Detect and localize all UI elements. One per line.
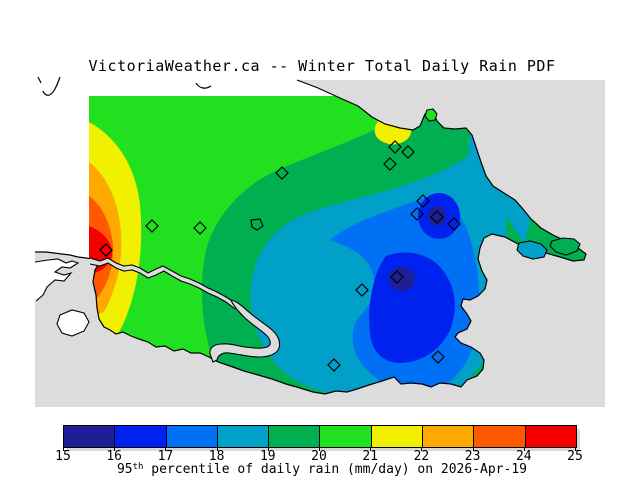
inlet-channel — [90, 258, 235, 309]
tick-label-20: 20 — [311, 449, 327, 464]
island-east-green — [549, 237, 581, 256]
station-marker[interactable] — [416, 194, 430, 208]
station-marker[interactable] — [401, 145, 415, 159]
coastline — [35, 79, 587, 395]
tick-label-18: 18 — [208, 449, 225, 464]
coast-fragment-squiggle — [195, 82, 212, 89]
tick-mark — [523, 447, 525, 451]
station-marker[interactable] — [99, 243, 113, 257]
colorbar-segment-17-18 — [166, 426, 218, 447]
coast-fragment-tick — [37, 76, 42, 84]
station-marker[interactable] — [390, 270, 404, 284]
colorbar-caption: 95th percentile of daily rain (mm/day) o… — [0, 461, 640, 476]
tick-mark — [421, 447, 423, 451]
colorbar-segment-20-21 — [320, 426, 372, 447]
tick-label-21: 21 — [362, 449, 379, 464]
colorbar-segment-21-22 — [371, 426, 424, 447]
tick-label-22: 22 — [413, 449, 430, 464]
caption-value: 95 — [116, 462, 133, 477]
inlet-channel-south-shore — [89, 262, 236, 310]
station-markers — [99, 140, 461, 372]
caption-superscript: th — [132, 462, 144, 472]
tick-mark — [165, 447, 167, 451]
station-marker[interactable] — [327, 358, 341, 372]
inlet-channel-north-shore — [89, 257, 235, 303]
colorbar — [63, 425, 577, 448]
station-marker[interactable] — [410, 207, 424, 221]
page-title: VictoriaWeather.ca -- Winter Total Daily… — [88, 57, 556, 75]
tick-label-15: 15 — [55, 449, 71, 464]
tick-mark — [267, 447, 269, 451]
tick-label-24: 24 — [515, 449, 532, 464]
sea — [35, 80, 605, 407]
colorbar-segment-16-17 — [115, 426, 167, 447]
harbour — [209, 299, 281, 363]
colorbar-segment-15-16 — [64, 426, 116, 447]
station-marker[interactable] — [355, 283, 369, 297]
tick-mark — [114, 447, 116, 451]
colorbar-segment-24-25 — [525, 426, 576, 447]
station-marker[interactable] — [145, 219, 159, 233]
tick-label-25: 25 — [567, 449, 583, 464]
tick-label-16: 16 — [106, 449, 123, 464]
tick-label-17: 17 — [157, 449, 174, 464]
colorbar-segment-23-24 — [474, 426, 526, 447]
tick-mark — [370, 447, 372, 451]
colorbar-segment-22-23 — [423, 426, 475, 447]
station-marker[interactable] — [388, 140, 402, 154]
tick-mark — [575, 447, 576, 451]
outer-land-peninsula-shore — [34, 258, 80, 302]
island-north-small — [424, 108, 438, 122]
coast-fragment-arc — [42, 76, 61, 96]
lake — [56, 309, 90, 337]
station-marker[interactable] — [430, 210, 444, 224]
station-marker[interactable] — [250, 218, 264, 231]
colorbar-segment-18-19 — [217, 426, 270, 447]
band-15-16-north-core — [428, 206, 446, 226]
tick-mark — [216, 447, 218, 451]
island-east-teal — [516, 240, 548, 260]
station-marker[interactable] — [275, 166, 289, 180]
tick-label-23: 23 — [464, 449, 481, 464]
station-marker[interactable] — [193, 221, 207, 235]
caption-text: percentile of daily rain (mm/day) on 202… — [143, 462, 527, 477]
tick-mark — [472, 447, 474, 451]
tick-label-19: 19 — [259, 449, 276, 464]
station-marker[interactable] — [383, 157, 397, 171]
station-marker[interactable] — [447, 217, 461, 231]
station-marker[interactable] — [431, 350, 445, 364]
tick-mark — [319, 447, 320, 451]
tick-mark — [63, 447, 64, 451]
colorbar-segment-19-20 — [269, 426, 321, 447]
